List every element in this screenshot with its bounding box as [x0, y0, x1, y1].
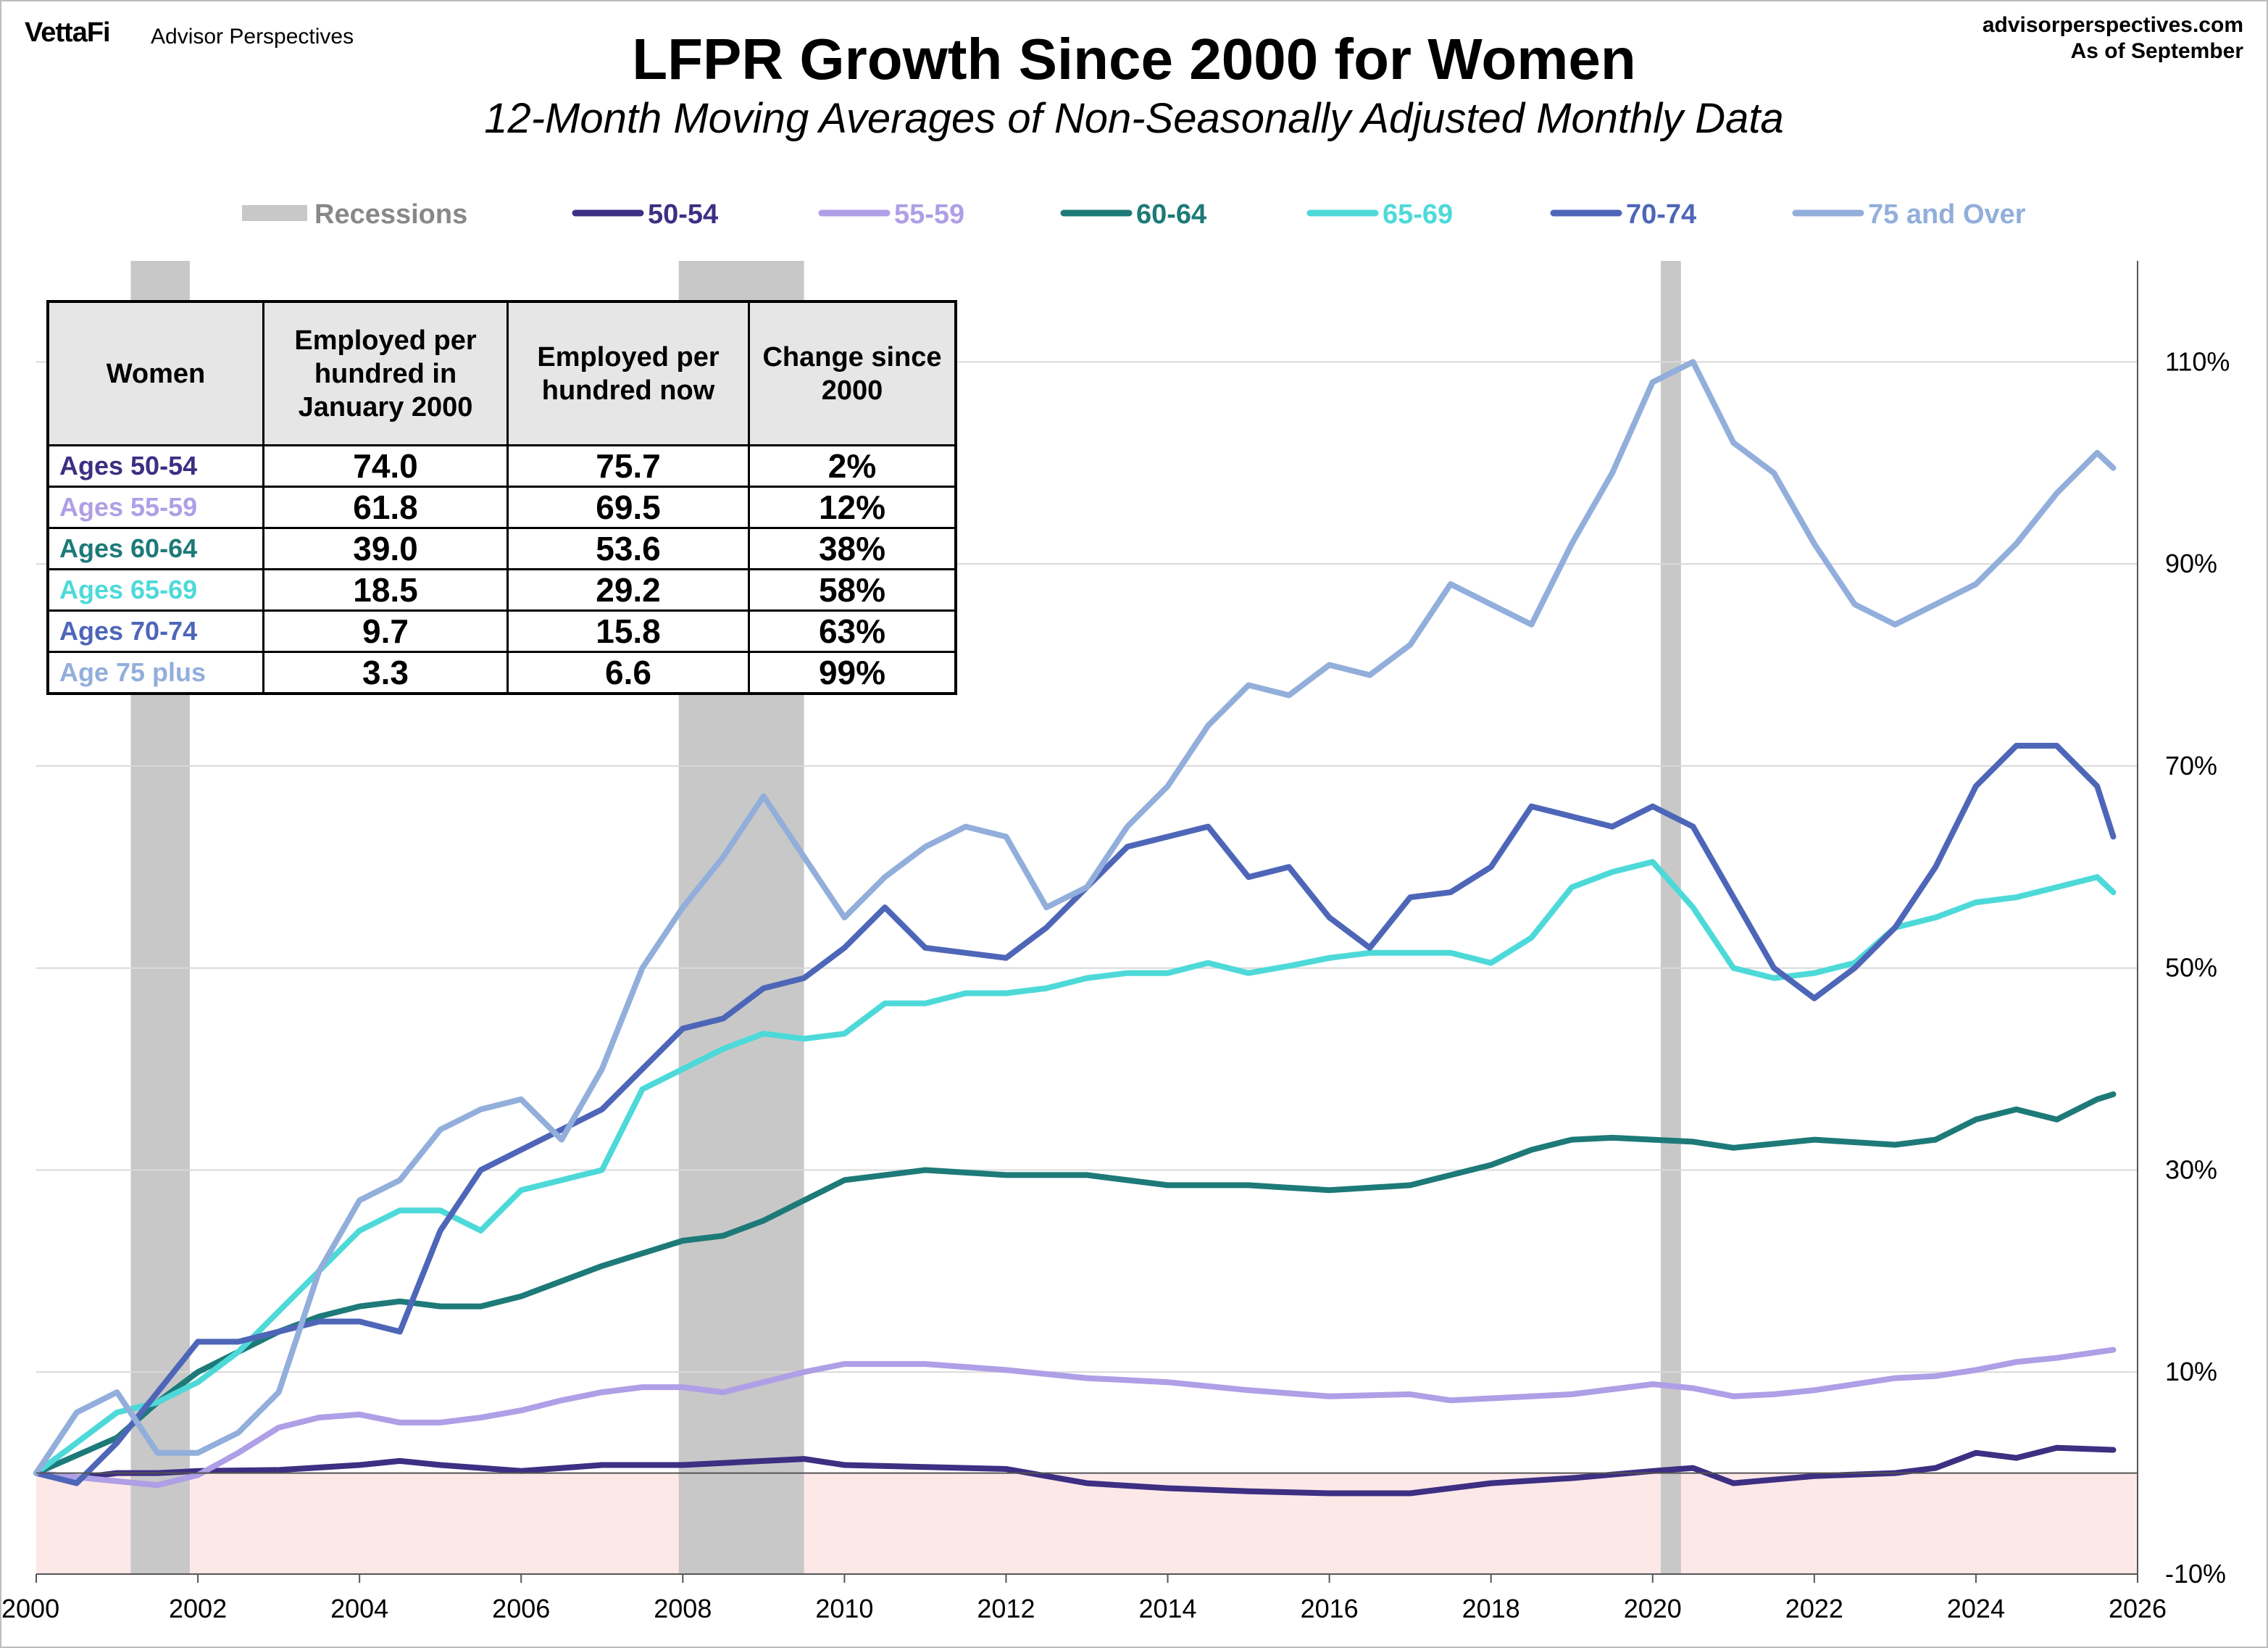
- table-cell-now: 69.5: [506, 486, 750, 529]
- summary-table: Women Employed per hundred in January 20…: [46, 300, 957, 695]
- x-tick-label: 2022: [1785, 1594, 1843, 1623]
- table-cell-change: 58%: [748, 568, 957, 612]
- table-cell-label: Ages 70-74: [46, 609, 264, 653]
- table-header-jan2000: Employed per hundred in January 2000: [262, 300, 509, 446]
- table-row: Age 75 plus 3.3 6.6 99%: [46, 651, 957, 695]
- table-cell-now: 15.8: [506, 609, 750, 653]
- x-tick-label: 2010: [815, 1594, 873, 1623]
- x-tick-labels: 2000 2002 2004 2006 2008 2010 2012 2014 2016 2018…: [1, 1594, 2167, 1623]
- recession-bar-2: [1660, 261, 1681, 1574]
- negative-shading: [36, 1473, 2138, 1574]
- table-cell-label: Ages 65-69: [46, 568, 264, 612]
- table-cell-jan2000: 74.0: [262, 444, 509, 488]
- table-row: Ages 65-69 18.5 29.2 58%: [46, 568, 957, 612]
- y-tick-label: 30%: [2165, 1154, 2217, 1184]
- series-lines: [33, 359, 2117, 1497]
- x-tick-label: 2004: [330, 1594, 388, 1623]
- table-cell-now: 75.7: [506, 444, 750, 488]
- table-body: Ages 50-54 74.0 75.7 2% Ages 55-59 61.8 69.5 12…: [46, 444, 957, 695]
- table-cell-label: Age 75 plus: [46, 651, 264, 695]
- x-tick-label: 2012: [977, 1594, 1035, 1623]
- y-tick-labels: -10% 10% 30% 50% 70% 90% 110%: [2165, 346, 2230, 1589]
- x-tick-label: 2018: [1462, 1594, 1520, 1623]
- x-tick-label: 2000: [1, 1594, 59, 1623]
- table-cell-now: 6.6: [506, 651, 750, 695]
- legend-label: 70-74: [1626, 199, 1696, 230]
- table-header-now: Employed per hundred now: [506, 300, 750, 446]
- series-line-60-64: [33, 1091, 2117, 1476]
- legend-label: Recessions: [314, 199, 467, 230]
- site-url: advisorperspectives.com: [1982, 13, 2243, 37]
- x-tick-label: 2026: [2109, 1594, 2167, 1623]
- legend-label: 50-54: [648, 199, 718, 230]
- table-cell-jan2000: 9.7: [262, 609, 509, 653]
- x-tick-label: 2024: [1947, 1594, 2005, 1623]
- legend-label: 65-69: [1383, 199, 1453, 230]
- x-tick-label: 2014: [1138, 1594, 1196, 1623]
- y-tick-label: 10%: [2165, 1357, 2217, 1386]
- series-line-55-59: [33, 1347, 2117, 1489]
- brand-name: Advisor Perspectives: [151, 25, 354, 49]
- table-cell-jan2000: 18.5: [262, 568, 509, 612]
- series-line-65-69: [33, 859, 2117, 1476]
- table-header-women: Women: [46, 300, 264, 446]
- table-cell-change: 63%: [748, 609, 957, 653]
- y-tick-label: 90%: [2165, 549, 2217, 578]
- axes: [36, 261, 2138, 1583]
- table-cell-jan2000: 3.3: [262, 651, 509, 695]
- table-cell-now: 29.2: [506, 568, 750, 612]
- table-row: Ages 70-74 9.7 15.8 63%: [46, 609, 957, 653]
- legend: Recessions 50-54 55-59 60-64 65-69 70-74 75 an…: [242, 199, 2026, 230]
- y-tick-label: -10%: [2165, 1559, 2226, 1589]
- x-tick-label: 2020: [1624, 1594, 1682, 1623]
- y-tick-label: 50%: [2165, 953, 2217, 983]
- table-cell-now: 53.6: [506, 527, 750, 570]
- chart-title: LFPR Growth Since 2000 for Women: [632, 27, 1636, 91]
- table-cell-change: 99%: [748, 651, 957, 695]
- legend-label: 60-64: [1136, 199, 1206, 230]
- table-cell-label: Ages 60-64: [46, 527, 264, 570]
- legend-label: 55-59: [894, 199, 964, 230]
- table-header-row: Women Employed per hundred in January 20…: [46, 300, 957, 446]
- vettafi-logo: VettaFi: [25, 17, 111, 48]
- table-header-change: Change since 2000: [748, 300, 957, 446]
- series-line-75-and-over: [33, 359, 2117, 1476]
- legend-swatch-recessions: [242, 205, 307, 221]
- table-cell-change: 2%: [748, 444, 957, 488]
- chart-subtitle: 12-Month Moving Averages of Non-Seasonal…: [484, 95, 1784, 142]
- table-cell-label: Ages 55-59: [46, 486, 264, 529]
- x-tick-label: 2008: [654, 1594, 712, 1623]
- x-tick-label: 2016: [1301, 1594, 1359, 1623]
- series-line-50-54: [33, 1444, 2117, 1497]
- table-cell-label: Ages 50-54: [46, 444, 264, 488]
- table-cell-change: 38%: [748, 527, 957, 570]
- y-tick-label: 110%: [2165, 346, 2230, 376]
- x-tick-label: 2002: [169, 1594, 227, 1623]
- as-of-date: As of September: [2070, 39, 2243, 63]
- table-cell-jan2000: 39.0: [262, 527, 509, 570]
- table-row: Ages 55-59 61.8 69.5 12%: [46, 486, 957, 529]
- table-row: Ages 50-54 74.0 75.7 2%: [46, 444, 957, 488]
- table-row: Ages 60-64 39.0 53.6 38%: [46, 527, 957, 570]
- y-tick-label: 70%: [2165, 751, 2217, 781]
- table-cell-change: 12%: [748, 486, 957, 529]
- negative-region: [36, 1473, 2138, 1574]
- legend-label: 75 and Over: [1868, 199, 2026, 230]
- x-tick-label: 2006: [492, 1594, 550, 1623]
- table-cell-jan2000: 61.8: [262, 486, 509, 529]
